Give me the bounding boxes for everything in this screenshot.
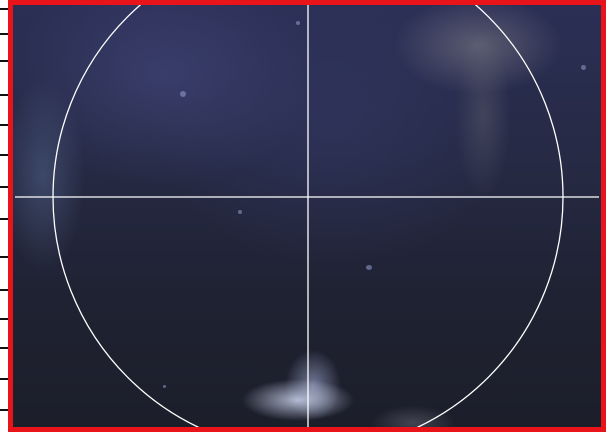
feed-speck [296,21,300,25]
ruler-tick [0,218,9,220]
feed-speck [180,91,186,97]
feed-speck [163,385,166,388]
ruler-tick [0,256,9,258]
camera-feed-image [13,5,601,427]
camera-viewport[interactable] [8,0,606,432]
ruler-tick [0,60,9,62]
reticle-overlay [15,5,599,427]
ruler-tick [0,347,9,349]
ruler-tick [0,318,9,320]
ruler-tick [0,289,9,291]
feed-speck [581,65,586,70]
feed-speck [238,210,242,214]
ruler-tick [0,154,9,156]
feed-speck [366,265,372,270]
ruler-tick [0,186,9,188]
ruler-tick [0,378,9,380]
ruler-tick [0,124,9,126]
ruler-tick [0,8,9,10]
ruler-tick [0,33,9,35]
ruler-tick [0,94,9,96]
ruler-tick [0,409,9,411]
